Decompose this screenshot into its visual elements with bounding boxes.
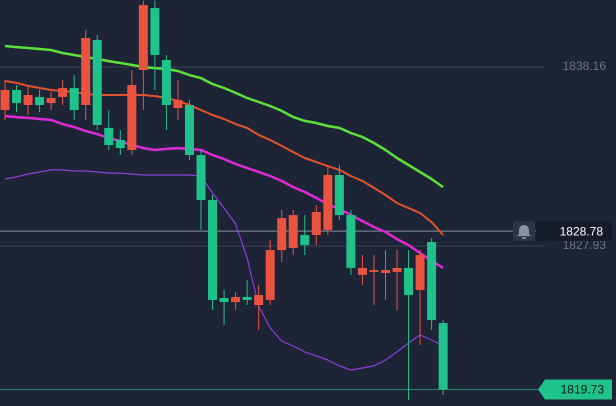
grid	[0, 66, 545, 391]
candle-body	[127, 85, 137, 150]
candle-body	[404, 267, 414, 296]
candle-body	[392, 267, 402, 272]
last-price-label: 1819.73	[561, 383, 605, 397]
candle-body	[23, 95, 33, 105]
candle-body	[334, 175, 344, 216]
candle-body	[69, 88, 79, 111]
candle-body	[427, 242, 437, 321]
candle-body	[104, 127, 114, 146]
indicator-line	[4, 44, 444, 189]
candle-body	[369, 270, 379, 272]
candle-body	[115, 140, 125, 149]
indicator-line	[4, 169, 444, 371]
candle-body	[219, 298, 229, 303]
candle-body	[438, 323, 448, 390]
candle-body	[81, 37, 91, 105]
candle-body	[265, 250, 275, 300]
candle-body	[161, 60, 171, 105]
last-price-tag	[538, 379, 612, 400]
candle-body	[380, 270, 390, 273]
candle-body	[323, 175, 333, 230]
candle-body	[208, 200, 218, 300]
candle-body	[415, 254, 425, 290]
y-tick-label: 1838.16	[563, 59, 607, 73]
candle-body	[138, 5, 148, 71]
candle-body	[196, 155, 206, 201]
candle-body	[35, 96, 45, 105]
candle-body	[277, 218, 287, 251]
candle-body	[150, 8, 160, 55]
candle-body	[231, 296, 241, 303]
indicator-line	[4, 114, 444, 269]
candle-body	[242, 296, 252, 300]
candle-body	[346, 215, 356, 268]
y-tick-label: 1827.93	[563, 238, 607, 252]
bell-icon	[517, 225, 531, 240]
candle-body	[173, 99, 183, 108]
candle-body	[58, 88, 68, 97]
candle-body	[0, 89, 10, 111]
candle-body	[311, 211, 321, 236]
alert-price-box	[536, 221, 612, 242]
alert-price-label: 1828.78	[560, 224, 604, 238]
candle-body	[184, 105, 194, 156]
candle-body	[288, 215, 298, 248]
candle-body	[300, 235, 310, 245]
candles	[0, 0, 448, 401]
candle-body	[357, 267, 367, 275]
candle-body	[46, 98, 56, 104]
candle-body	[254, 295, 264, 306]
candle-body	[12, 89, 22, 104]
candle-body	[92, 40, 102, 125]
